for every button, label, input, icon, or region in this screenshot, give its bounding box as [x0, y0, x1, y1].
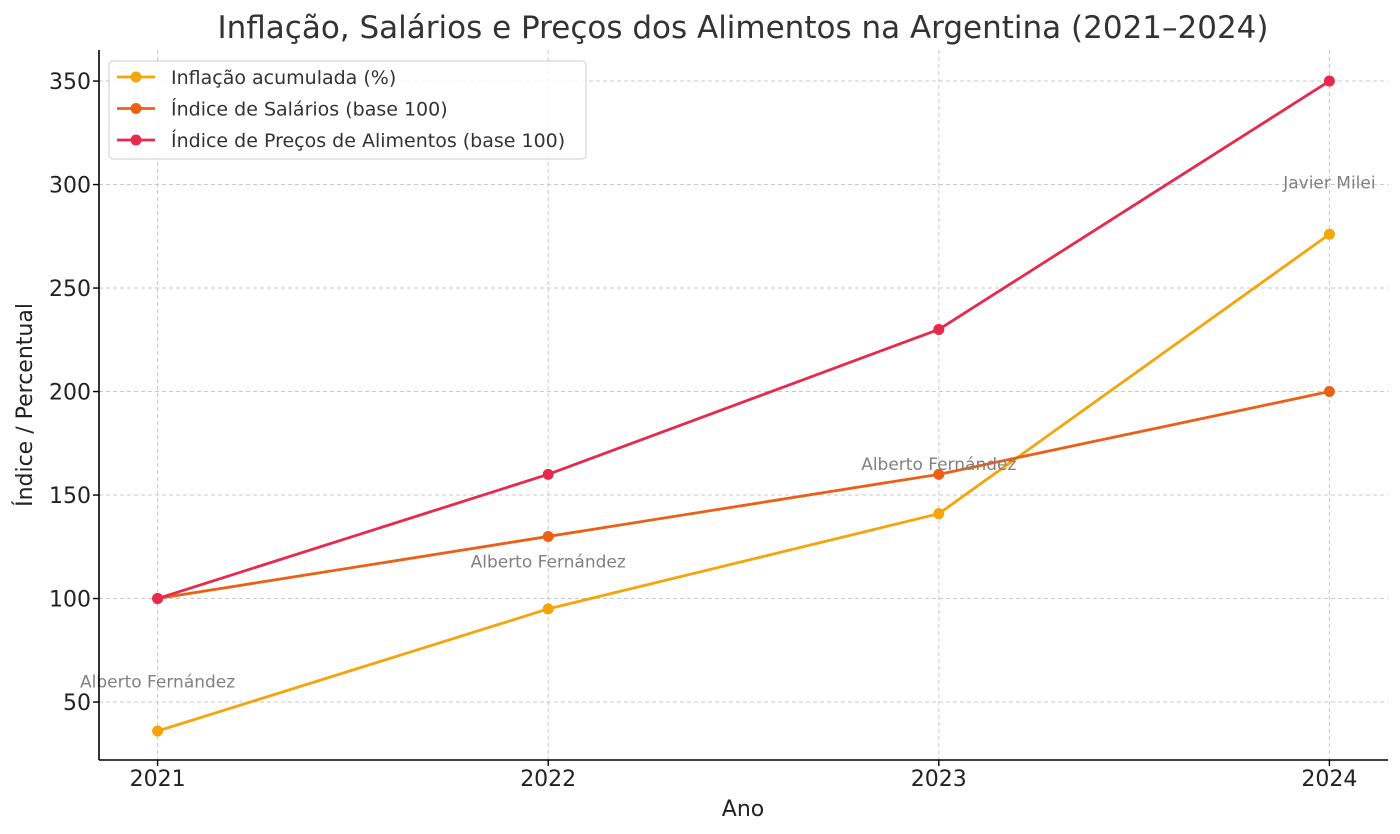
annotation-label: Javier Milei — [1282, 174, 1375, 194]
data-point — [1323, 75, 1335, 87]
data-point — [542, 468, 554, 480]
series-line-1 — [157, 233, 1331, 733]
legend: Inflação acumulada (%) Índice de Salários… — [108, 60, 587, 160]
data-point — [152, 593, 164, 605]
annotation-label: Alberto Fernández — [80, 673, 235, 693]
data-point — [933, 508, 945, 520]
legend-label: Índice de Salários (base 100) — [171, 98, 448, 121]
data-point — [933, 323, 945, 335]
y-tick-label: 350 — [49, 70, 91, 95]
data-point — [933, 468, 945, 480]
y-ticks: 50 100 150 200 250 300 350 — [49, 70, 99, 716]
y-axis-label: Índice / Percentual — [12, 303, 38, 507]
data-point — [1323, 386, 1335, 398]
x-axis-label: Ano — [722, 797, 764, 822]
x-tick-label: 2022 — [520, 767, 576, 792]
x-tick-label: 2021 — [130, 767, 186, 792]
data-point — [152, 725, 164, 737]
y-tick-label: 150 — [49, 484, 91, 509]
grid — [99, 50, 1388, 760]
y-tick-label: 100 — [49, 588, 91, 613]
y-tick-label: 200 — [49, 381, 91, 406]
data-point — [542, 530, 554, 542]
y-tick-label: 300 — [49, 174, 91, 199]
data-point — [1323, 228, 1335, 240]
annotations: Alberto Fernández Alberto Fernández Albert… — [80, 174, 1376, 693]
x-tick-label: 2023 — [911, 767, 967, 792]
x-tick-label: 2024 — [1301, 767, 1357, 792]
legend-swatch-marker — [130, 103, 142, 114]
y-tick-label: 250 — [49, 277, 91, 302]
legend-label: Índice de Preços de Alimentos (base 100) — [171, 129, 565, 152]
legend-label: Inflação acumulada (%) — [171, 67, 396, 89]
chart-title: Inflação, Salários e Preços dos Alimento… — [217, 10, 1268, 46]
data-point — [542, 603, 554, 615]
axes — [98, 50, 1388, 761]
legend-box — [108, 60, 587, 160]
legend-swatch-marker — [130, 134, 142, 146]
y-tick-label: 50 — [63, 691, 91, 716]
annotation-label: Alberto Fernández — [471, 552, 626, 572]
x-ticks: 2021 2022 2023 2024 — [130, 760, 1357, 792]
series-line-3 — [157, 79, 1331, 600]
series-line-2 — [157, 390, 1330, 600]
series-group — [152, 75, 1335, 737]
legend-swatch-marker — [130, 71, 142, 83]
annotation-label: Alberto Fernández — [861, 455, 1016, 475]
